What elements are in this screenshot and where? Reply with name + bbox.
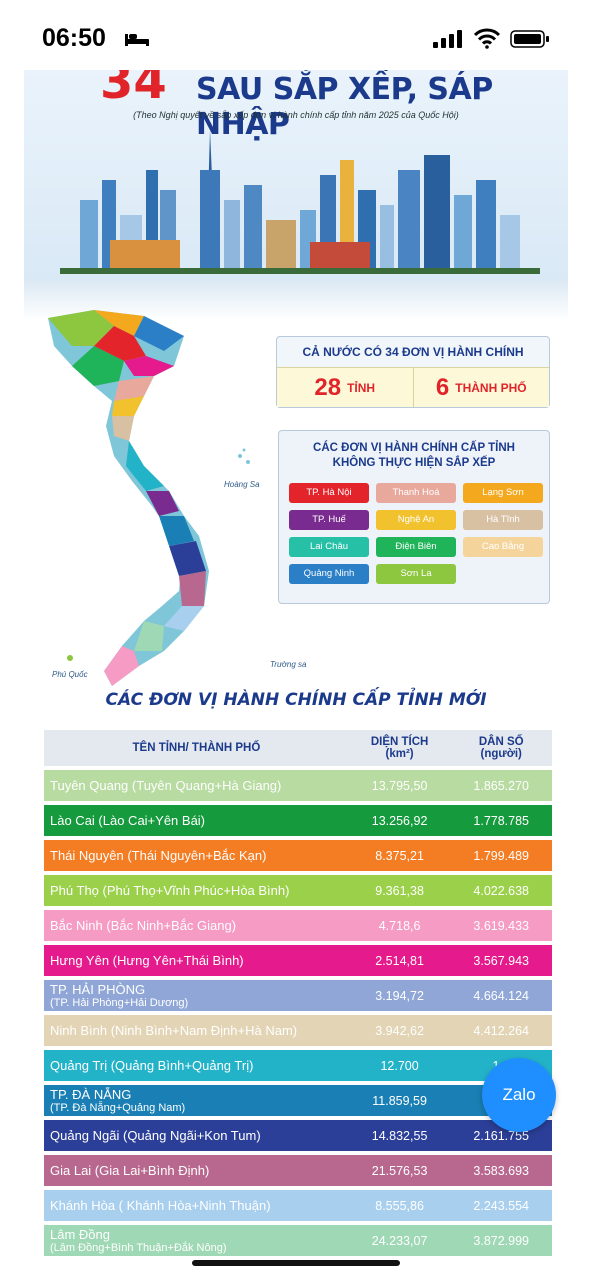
table-row: Tuyên Quang (Tuyên Quang+Hà Giang) 13.795…: [44, 770, 552, 801]
row-name: Thái Nguyên (Thái Nguyên+Bắc Kạn): [44, 840, 349, 871]
table-header-row: TÊN TỈNH/ THÀNH PHỐ DIỆN TÍCH (km²) DÂN S…: [44, 730, 552, 766]
sleep-bed-icon: [125, 34, 149, 46]
row-population: 1.778.785: [450, 805, 552, 836]
row-population: 4.022.638: [450, 875, 552, 906]
row-population: 3.583.693: [450, 1155, 552, 1186]
row-area: 3.942,62: [348, 1015, 451, 1046]
province-chip: Lạng Sơn: [463, 483, 543, 503]
cities-count: 6 THÀNH PHỐ: [412, 367, 549, 407]
row-area: 8.375,21: [348, 840, 451, 871]
table-row: Quảng Ngãi (Quảng Ngãi+Kon Tum) 14.832,55…: [44, 1120, 552, 1151]
table-row: TP. ĐÀ NẴNG (TP. Đà Nẵng+Quảng Nam) 11.859…: [44, 1085, 552, 1116]
row-population: 4.412.264: [450, 1015, 552, 1046]
row-population: 2.243.554: [450, 1190, 552, 1221]
home-indicator[interactable]: [192, 1260, 400, 1266]
row-name: Bắc Ninh (Bắc Ninh+Bắc Giang): [44, 910, 349, 941]
row-area: 14.832,55: [348, 1120, 451, 1151]
vietnam-map-illustration: [48, 310, 250, 686]
province-chip: Cao Bằng: [463, 537, 543, 557]
provinces-count: 28 TỈNH: [277, 367, 413, 407]
summary-box: CẢ NƯỚC CÓ 34 ĐƠN VỊ HÀNH CHÍNH 28 TỈNH 6…: [276, 336, 550, 408]
summary-title: CẢ NƯỚC CÓ 34 ĐƠN VỊ HÀNH CHÍNH: [302, 345, 524, 359]
row-population: 1.799.489: [450, 840, 552, 871]
row-population: 4.664.124: [450, 980, 552, 1011]
city-skyline-illustration: [60, 130, 540, 274]
row-name: Hưng Yên (Hưng Yên+Thái Bình): [44, 945, 349, 976]
province-chip: TP. Hà Nội: [289, 483, 369, 503]
cellular-signal-icon: [433, 30, 462, 48]
province-chip: Điện Biên: [376, 537, 456, 557]
wifi-icon: [474, 28, 500, 49]
row-name: Khánh Hòa ( Khánh Hòa+Ninh Thuận): [44, 1190, 349, 1221]
row-name: Lâm Đồng (Lâm Đồng+Bình Thuận+Đắk Nông): [44, 1225, 349, 1256]
province-table: TÊN TỈNH/ THÀNH PHỐ DIỆN TÍCH (km²) DÂN S…: [44, 726, 552, 1260]
hero-banner: 34 SAU SẮP XẾP, SÁP NHẬP (Theo Nghị quyế…: [24, 70, 568, 280]
row-population: 1.865.270: [450, 770, 552, 801]
table-row: TP. HẢI PHÒNG (TP. Hải Phòng+Hải Dương) 3.…: [44, 980, 552, 1011]
row-population: 3.567.943: [450, 945, 552, 976]
province-chip: Quảng Ninh: [289, 564, 369, 584]
table-row: Bắc Ninh (Bắc Ninh+Bắc Giang) 4.718,6 3.61…: [44, 910, 552, 941]
table-row: Ninh Bình (Ninh Bình+Nam Định+Hà Nam) 3.9…: [44, 1015, 552, 1046]
row-name: Gia Lai (Gia Lai+Bình Định): [44, 1155, 349, 1186]
header-area: DIỆN TÍCH (km²): [348, 730, 451, 766]
row-area: 4.718,6: [348, 910, 451, 941]
row-name: Ninh Bình (Ninh Bình+Nam Định+Hà Nam): [44, 1015, 349, 1046]
clock: 06:50: [42, 24, 106, 52]
big-number: 34: [100, 70, 167, 110]
header-population: DÂN SỐ (người): [450, 730, 552, 766]
table-row: Gia Lai (Gia Lai+Bình Định) 21.576,53 3.58…: [44, 1155, 552, 1186]
row-name: Quảng Ngãi (Quảng Ngãi+Kon Tum): [44, 1120, 349, 1151]
table-row: Lâm Đồng (Lâm Đồng+Bình Thuận+Đắk Nông) 24…: [44, 1225, 552, 1256]
table-row: Thái Nguyên (Thái Nguyên+Bắc Kạn) 8.375,2…: [44, 840, 552, 871]
table-row: Hưng Yên (Hưng Yên+Thái Bình) 2.514,81 3.5…: [44, 945, 552, 976]
row-area: 13.256,92: [348, 805, 451, 836]
row-name: Quảng Trị (Quảng Bình+Quảng Trị): [44, 1050, 349, 1081]
infographic: 34 SAU SẮP XẾP, SÁP NHẬP (Theo Nghị quyế…: [24, 70, 568, 1280]
unchanged-title: CÁC ĐƠN VỊ HÀNH CHÍNH CẤP TỈNH KHÔNG THỰC…: [313, 442, 515, 469]
row-area: 24.233,07: [348, 1225, 451, 1256]
map-label-truong-sa: Trường sa: [270, 660, 307, 669]
table-row: Quảng Trị (Quảng Bình+Quảng Trị)12.7001.…: [44, 1050, 552, 1081]
row-area: 21.576,53: [348, 1155, 451, 1186]
unchanged-units-box: CÁC ĐƠN VỊ HÀNH CHÍNH CẤP TỈNH KHÔNG THỰC…: [278, 430, 550, 604]
table-row: Khánh Hòa ( Khánh Hòa+Ninh Thuận) 8.555,8…: [44, 1190, 552, 1221]
province-chip: TP. Huế: [289, 510, 369, 530]
table-row: Lào Cai (Lào Cai+Yên Bái) 13.256,92 1.778.…: [44, 805, 552, 836]
province-chip: Hà Tĩnh: [463, 510, 543, 530]
map-label-hoang-sa: Hoàng Sa: [224, 480, 260, 489]
row-name: TP. HẢI PHÒNG (TP. Hải Phòng+Hải Dương): [44, 980, 349, 1011]
row-area: 11.859,59: [348, 1085, 451, 1116]
unchanged-chips: TP. Hà Nội Thanh Hoá Lạng Sơn TP. Huế Nghệ A…: [289, 483, 543, 584]
row-area: 3.194,72: [348, 980, 451, 1011]
row-area: 9.361,38: [348, 875, 451, 906]
row-area: 8.555,86: [348, 1190, 451, 1221]
row-population: 3.872.999: [450, 1225, 552, 1256]
province-chip: Lai Châu: [289, 537, 369, 557]
section-title: CÁC ĐƠN VỊ HÀNH CHÍNH CẤP TỈNH MỚI: [105, 690, 487, 710]
row-name: Phú Thọ (Phú Thọ+Vĩnh Phúc+Hòa Bình): [44, 875, 349, 906]
row-population: 3.619.433: [450, 910, 552, 941]
row-area: 13.795,50: [348, 770, 451, 801]
battery-icon: [510, 30, 549, 48]
table-row: Phú Thọ (Phú Thọ+Vĩnh Phúc+Hòa Bình) 9.36…: [44, 875, 552, 906]
status-bar: 06:50: [0, 0, 592, 70]
row-name: TP. ĐÀ NẴNG (TP. Đà Nẵng+Quảng Nam): [44, 1085, 349, 1116]
row-name: Lào Cai (Lào Cai+Yên Bái): [44, 805, 349, 836]
header-name: TÊN TỈNH/ THÀNH PHỐ: [44, 730, 349, 766]
map-label-phu-quoc: Phú Quốc: [52, 670, 88, 679]
row-area: 12.700: [348, 1050, 451, 1081]
zalo-chat-button[interactable]: Zalo: [482, 1058, 556, 1132]
poster-title: SAU SẮP XẾP, SÁP NHẬP: [196, 72, 493, 142]
poster-subtitle: (Theo Nghị quyết về sắp xếp đơn vị hành …: [133, 110, 459, 120]
row-name: Tuyên Quang (Tuyên Quang+Hà Giang): [44, 770, 349, 801]
province-chip: Sơn La: [376, 564, 456, 584]
row-area: 2.514,81: [348, 945, 451, 976]
province-chip: Thanh Hoá: [376, 483, 456, 503]
province-chip: Nghệ An: [376, 510, 456, 530]
